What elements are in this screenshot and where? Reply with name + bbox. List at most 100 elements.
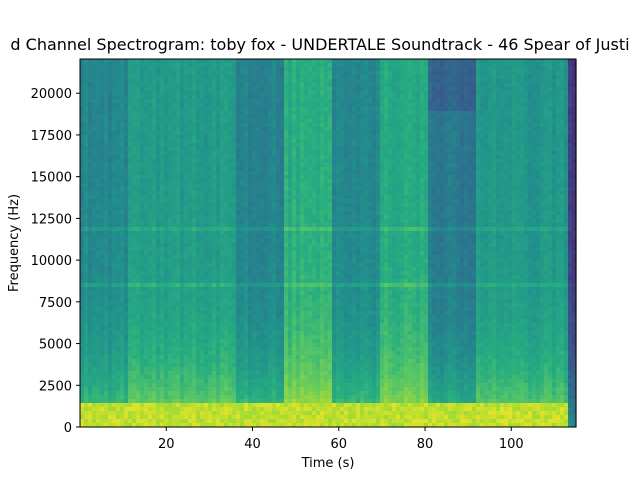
spectrogram-cell [168,67,173,72]
spectrogram-cell [220,291,225,296]
spectrogram-cell [116,111,121,116]
spectrogram-cell [244,391,249,396]
spectrogram-cell [252,139,257,144]
spectrogram-cell [228,331,233,336]
spectrogram-cell [136,83,141,88]
spectrogram-cell [272,347,277,352]
spectrogram-cell [276,415,281,420]
spectrogram-cell [176,295,181,300]
spectrogram-cell [196,99,201,104]
spectrogram-cell [100,207,105,212]
spectrogram-cell [80,255,85,260]
spectrogram-cell [144,395,149,400]
spectrogram-cell [156,75,161,80]
spectrogram-cell [196,119,201,124]
spectrogram-cell [108,223,113,228]
spectrogram-cell [256,379,261,384]
spectrogram-cell [104,99,109,104]
spectrogram-cell [264,307,269,312]
spectrogram-cell [196,147,201,152]
spectrogram-cell [84,275,89,280]
spectrogram-cell [120,219,125,224]
spectrogram-cell [236,155,241,160]
spectrogram-cell [112,355,117,360]
spectrogram-cell [240,343,245,348]
spectrogram-cell [176,251,181,256]
spectrogram-cell [104,87,109,92]
spectrogram-cell [160,203,165,208]
spectrogram-cell [184,411,189,416]
spectrogram-cell [284,159,289,164]
spectrogram-cell [92,211,97,216]
spectrogram-cell [156,87,161,92]
spectrogram-cell [292,123,297,128]
spectrogram-cell [184,207,189,212]
spectrogram-cell [232,127,237,132]
spectrogram-cell [228,311,233,316]
spectrogram-cell [264,171,269,176]
spectrogram-cell [224,251,229,256]
spectrogram-cell [152,59,157,64]
spectrogram-cell [184,315,189,320]
spectrogram-cell [176,87,181,92]
spectrogram-cell [84,59,89,64]
spectrogram-cell [280,71,285,76]
spectrogram-cell [176,151,181,156]
spectrogram-cell [280,411,285,416]
spectrogram-cell [92,355,97,360]
spectrogram-cell [100,331,105,336]
spectrogram-cell [200,119,205,124]
spectrogram-cell [292,147,297,152]
spectrogram-cell [88,295,93,300]
spectrogram-cell [260,271,265,276]
spectrogram-cell [256,275,261,280]
spectrogram-cell [96,243,101,248]
spectrogram-cell [152,295,157,300]
spectrogram-cell [112,191,117,196]
spectrogram-cell [100,255,105,260]
spectrogram-cell [120,159,125,164]
spectrogram-cell [220,195,225,200]
spectrogram-cell [88,191,93,196]
spectrogram-cell [196,195,201,200]
spectrogram-cell [196,279,201,284]
spectrogram-cell [120,335,125,340]
spectrogram-cell [152,291,157,296]
spectrogram-cell [108,159,113,164]
spectrogram-cell [264,379,269,384]
spectrogram-cell [212,83,217,88]
spectrogram-cell [272,375,277,380]
spectrogram-cell [260,183,265,188]
spectrogram-cell [180,347,185,352]
spectrogram-cell [204,259,209,264]
spectrogram-cell [208,367,213,372]
spectrogram-cell [272,231,277,236]
spectrogram-cell [200,159,205,164]
spectrogram-cell [236,299,241,304]
spectrogram-cell [172,299,177,304]
spectrogram-cell [232,111,237,116]
spectrogram-cell [124,283,129,288]
spectrogram-cell [132,379,137,384]
spectrogram-cell [184,191,189,196]
spectrogram-cell [108,311,113,316]
spectrogram-cell [284,111,289,116]
spectrogram-cell [204,123,209,128]
spectrogram-cell [200,175,205,180]
spectrogram-cell [96,375,101,380]
spectrogram-cell [276,87,281,92]
spectrogram-cell [96,103,101,108]
spectrogram-cell [196,107,201,112]
spectrogram-cell [116,163,121,168]
spectrogram-cell [104,355,109,360]
spectrogram-cell [92,67,97,72]
spectrogram-cell [224,243,229,248]
spectrogram-cell [228,339,233,344]
spectrogram-cell [88,235,93,240]
spectrogram-cell [120,243,125,248]
spectrogram-cell [104,395,109,400]
spectrogram-cell [288,351,293,356]
spectrogram-cell [124,123,129,128]
spectrogram-cell [252,67,257,72]
spectrogram-cell [116,131,121,136]
